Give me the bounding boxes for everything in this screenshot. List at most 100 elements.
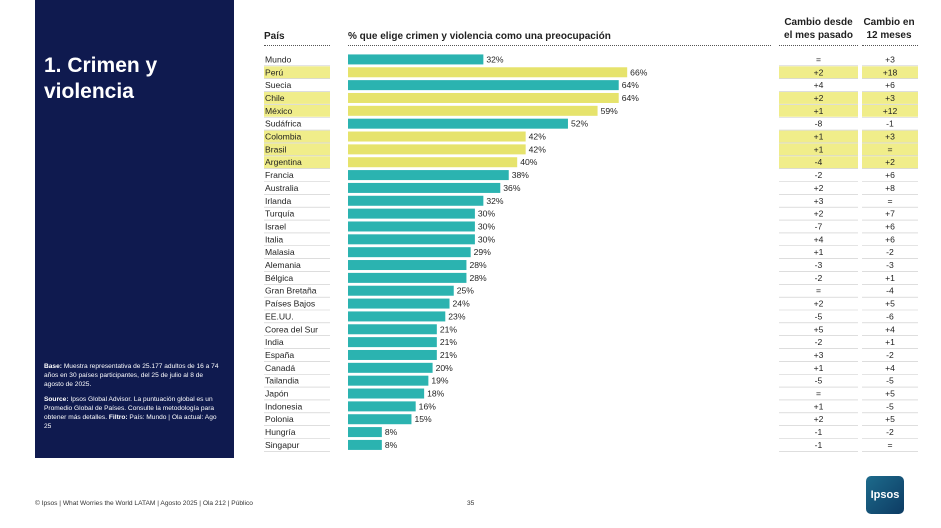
value-label: 23% bbox=[448, 311, 466, 321]
value-label: 40% bbox=[520, 157, 538, 167]
country-label: Gran Bretaña bbox=[265, 286, 317, 296]
change-month-value: +1 bbox=[814, 132, 824, 142]
bar bbox=[348, 427, 382, 438]
change-year-value: +6 bbox=[885, 234, 895, 244]
value-label: 21% bbox=[440, 324, 458, 334]
change-year-header-rule bbox=[862, 45, 918, 46]
change-month-value: +2 bbox=[814, 183, 824, 193]
change-month-value: +4 bbox=[814, 80, 824, 90]
change-month-value: -2 bbox=[815, 170, 823, 180]
value-label: 32% bbox=[486, 196, 504, 206]
change-month-value: -1 bbox=[815, 427, 823, 437]
bar bbox=[348, 208, 475, 219]
change-month-value: = bbox=[816, 54, 821, 64]
change-month-value: -1 bbox=[815, 440, 823, 450]
change-month-value: +4 bbox=[814, 234, 824, 244]
change-month-value: -5 bbox=[815, 311, 823, 321]
country-label: Perú bbox=[265, 67, 283, 77]
change-year-value: +6 bbox=[885, 80, 895, 90]
base-label: Base: bbox=[44, 363, 62, 370]
change-year-value: = bbox=[887, 144, 892, 154]
country-label: Hungría bbox=[265, 427, 296, 437]
bar bbox=[348, 337, 437, 348]
ipsos-logo: Ipsos bbox=[866, 476, 904, 514]
change-month-highlight bbox=[779, 92, 858, 104]
change-year-value: +4 bbox=[885, 363, 895, 373]
change-year-value: = bbox=[887, 196, 892, 206]
change-year-value: -4 bbox=[886, 286, 894, 296]
value-label: 64% bbox=[622, 93, 640, 103]
change-month-value: +2 bbox=[814, 209, 824, 219]
bar bbox=[348, 170, 509, 181]
change-month-value: -2 bbox=[815, 337, 823, 347]
change-year-value: -5 bbox=[886, 401, 894, 411]
country-label: Irlanda bbox=[265, 196, 291, 206]
change-month-value: +1 bbox=[814, 247, 824, 257]
base-text: Muestra representativa de 25.177 adultos… bbox=[44, 363, 219, 389]
change-year-highlight bbox=[862, 130, 918, 143]
bar bbox=[348, 195, 484, 206]
footer-text: © Ipsos | What Worries the World LATAM |… bbox=[35, 500, 253, 507]
value-label: 38% bbox=[512, 170, 530, 180]
page-number: 35 bbox=[467, 500, 475, 507]
filter-label: Filtro: bbox=[108, 414, 128, 422]
change-month-header-rule bbox=[779, 45, 858, 46]
change-month-header: Cambio desde el mes pasado bbox=[784, 17, 853, 41]
change-year-value: -5 bbox=[886, 376, 894, 386]
country-label: Suecia bbox=[265, 80, 291, 90]
change-month-value: +2 bbox=[814, 93, 824, 103]
change-month-value: +1 bbox=[814, 144, 824, 154]
bar bbox=[348, 311, 446, 322]
bar bbox=[348, 67, 628, 78]
value-label: 66% bbox=[630, 67, 648, 77]
bar bbox=[348, 439, 382, 450]
country-label: Australia bbox=[265, 183, 299, 193]
filter-text: País: Mundo | Ola actual: Ago 25 bbox=[44, 414, 217, 431]
value-label: 64% bbox=[622, 80, 640, 90]
bar bbox=[348, 234, 475, 245]
value-label: 29% bbox=[474, 247, 492, 257]
change-month-value: +3 bbox=[814, 350, 824, 360]
value-label: 16% bbox=[419, 401, 437, 411]
change-month-value: = bbox=[816, 389, 821, 399]
change-year-value: -1 bbox=[886, 119, 894, 129]
bar bbox=[348, 80, 619, 91]
change-month-value: +1 bbox=[814, 106, 824, 116]
change-year-highlight bbox=[862, 143, 918, 156]
change-year-highlight bbox=[862, 66, 918, 79]
bar bbox=[348, 362, 433, 373]
country-highlight bbox=[264, 66, 330, 79]
bar bbox=[348, 54, 484, 65]
value-label: 30% bbox=[478, 234, 496, 244]
change-year-highlight bbox=[862, 92, 918, 104]
country-label: Sudáfrica bbox=[265, 119, 302, 129]
base-note: Base: Muestra representativa de 25.177 a… bbox=[44, 362, 224, 390]
change-month-value: +2 bbox=[814, 299, 824, 309]
change-year-value: +5 bbox=[885, 299, 895, 309]
country-highlight bbox=[264, 143, 330, 156]
country-label: Singapur bbox=[265, 440, 300, 450]
country-highlight bbox=[264, 104, 330, 117]
change-month-highlight bbox=[779, 130, 858, 143]
value-label: 42% bbox=[529, 144, 547, 154]
bar bbox=[348, 157, 518, 168]
change-year-value: +7 bbox=[885, 209, 895, 219]
value-label: 28% bbox=[469, 260, 487, 270]
value-label: 18% bbox=[427, 389, 445, 399]
change-year-value: +5 bbox=[885, 389, 895, 399]
value-label: 21% bbox=[440, 350, 458, 360]
change-month-value: -4 bbox=[815, 157, 823, 167]
value-label: 8% bbox=[385, 440, 398, 450]
source-text: Ipsos Global Advisor. La puntuación glob… bbox=[44, 395, 215, 422]
bar bbox=[348, 375, 429, 386]
change-year-value: = bbox=[887, 440, 892, 450]
country-label: Turquía bbox=[265, 209, 295, 219]
value-label: 52% bbox=[571, 119, 589, 129]
value-label: 15% bbox=[414, 414, 432, 424]
source-label: Source: bbox=[44, 395, 69, 403]
change-year-highlight bbox=[862, 156, 918, 169]
change-month-value: +2 bbox=[814, 414, 824, 424]
change-year-value: +2 bbox=[885, 157, 895, 167]
bar bbox=[348, 298, 450, 309]
